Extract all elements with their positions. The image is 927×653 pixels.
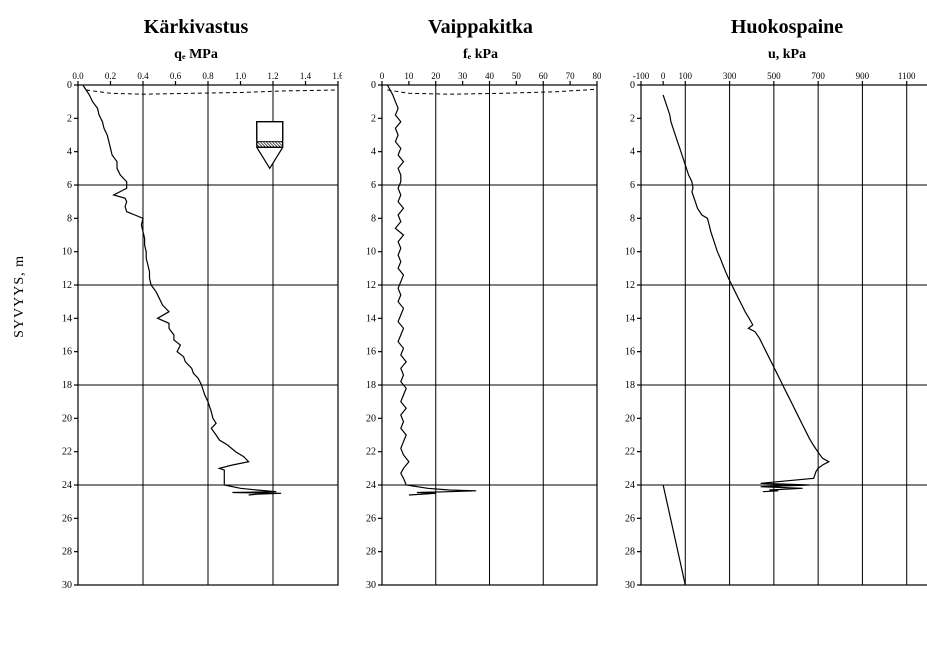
svg-text:12: 12 [62, 280, 72, 291]
svg-text:28: 28 [62, 547, 72, 558]
svg-text:10: 10 [625, 247, 635, 258]
svg-text:1.0: 1.0 [235, 71, 247, 81]
svg-text:300: 300 [723, 71, 737, 81]
svg-text:30: 30 [366, 580, 376, 589]
svg-text:14: 14 [366, 313, 376, 324]
svg-text:0: 0 [380, 71, 385, 81]
svg-text:0.2: 0.2 [105, 71, 116, 81]
svg-text:16: 16 [366, 347, 376, 358]
svg-text:12: 12 [366, 280, 376, 291]
svg-text:50: 50 [512, 71, 522, 81]
svg-text:20: 20 [366, 413, 376, 424]
svg-text:0: 0 [661, 71, 666, 81]
panel-qc-title: Kärkivastus [144, 16, 248, 39]
svg-text:0.8: 0.8 [202, 71, 214, 81]
svg-text:26: 26 [366, 513, 376, 524]
svg-text:80: 80 [593, 71, 602, 81]
svg-text:28: 28 [366, 547, 376, 558]
panel-qc: Kärkivastus qₑ MPa 0.0 0.2 0.4 0.6 0.8 1.0 1.2… [50, 16, 342, 589]
svg-text:4: 4 [630, 147, 635, 158]
svg-text:22: 22 [366, 447, 376, 458]
svg-text:18: 18 [366, 380, 376, 391]
svg-text:20: 20 [625, 413, 635, 424]
chart-fc: 0102030405060708002468101214161820222426… [360, 67, 601, 589]
svg-text:20: 20 [431, 71, 441, 81]
svg-text:100: 100 [679, 71, 693, 81]
svg-text:2: 2 [630, 113, 635, 124]
chart-u: -100010030050070090011001300024681012141… [619, 67, 927, 589]
y-axis-label: SYVYYS, m [12, 255, 28, 338]
svg-text:0.6: 0.6 [170, 71, 182, 81]
svg-text:900: 900 [856, 71, 870, 81]
svg-text:-100: -100 [633, 71, 650, 81]
svg-text:1100: 1100 [898, 71, 916, 81]
chart-qc: 0.00.20.40.60.81.01.21.41.60246810121416… [50, 67, 342, 589]
svg-text:0: 0 [67, 80, 72, 91]
svg-text:60: 60 [539, 71, 549, 81]
svg-text:40: 40 [485, 71, 495, 81]
svg-text:6: 6 [67, 180, 72, 191]
svg-text:700: 700 [811, 71, 825, 81]
svg-text:8: 8 [371, 213, 376, 224]
svg-text:4: 4 [371, 147, 376, 158]
svg-text:14: 14 [625, 313, 635, 324]
svg-text:20: 20 [62, 413, 72, 424]
svg-text:16: 16 [625, 347, 635, 358]
panel-qc-subtitle: qₑ MPa [174, 47, 218, 63]
svg-text:70: 70 [566, 71, 576, 81]
svg-text:18: 18 [62, 380, 72, 391]
svg-text:500: 500 [767, 71, 781, 81]
svg-text:30: 30 [625, 580, 635, 589]
panel-u: Huokospaine u, kPa -10001003005007009001… [619, 16, 927, 589]
panel-fc: Vaippakitka fₑ kPa 010203040506070800246… [360, 16, 601, 589]
svg-text:22: 22 [625, 447, 635, 458]
svg-text:16: 16 [62, 347, 72, 358]
svg-text:0: 0 [630, 80, 635, 91]
svg-text:4: 4 [67, 147, 72, 158]
panel-u-subtitle: u, kPa [768, 47, 806, 63]
svg-text:6: 6 [630, 180, 635, 191]
svg-text:10: 10 [404, 71, 414, 81]
svg-text:2: 2 [67, 113, 72, 124]
svg-text:0.0: 0.0 [72, 71, 84, 81]
svg-text:1.2: 1.2 [267, 71, 278, 81]
svg-text:12: 12 [625, 280, 635, 291]
panel-u-title: Huokospaine [731, 16, 843, 39]
panels-row: SYVYYS, m Kärkivastus qₑ MPa 0.0 0.2 0.4 0.… [12, 16, 915, 589]
svg-text:18: 18 [625, 380, 635, 391]
svg-text:26: 26 [62, 513, 72, 524]
svg-text:14: 14 [62, 313, 72, 324]
svg-text:10: 10 [366, 247, 376, 258]
svg-text:26: 26 [625, 513, 635, 524]
svg-text:6: 6 [371, 180, 376, 191]
svg-text:22: 22 [62, 447, 72, 458]
svg-text:8: 8 [630, 213, 635, 224]
svg-text:24: 24 [625, 480, 635, 491]
panel-fc-title: Vaippakitka [428, 16, 533, 39]
panel-fc-subtitle: fₑ kPa [463, 47, 498, 63]
svg-text:30: 30 [62, 580, 72, 589]
ylabel-wrap: SYVYYS, m [12, 16, 32, 576]
svg-text:24: 24 [62, 480, 72, 491]
svg-text:30: 30 [458, 71, 468, 81]
svg-text:0.4: 0.4 [137, 71, 149, 81]
svg-text:24: 24 [366, 480, 376, 491]
svg-text:0: 0 [371, 80, 376, 91]
svg-text:28: 28 [625, 547, 635, 558]
svg-text:10: 10 [62, 247, 72, 258]
svg-text:1.4: 1.4 [300, 71, 312, 81]
svg-text:1.6: 1.6 [332, 71, 342, 81]
svg-text:2: 2 [371, 113, 376, 124]
svg-text:8: 8 [67, 213, 72, 224]
